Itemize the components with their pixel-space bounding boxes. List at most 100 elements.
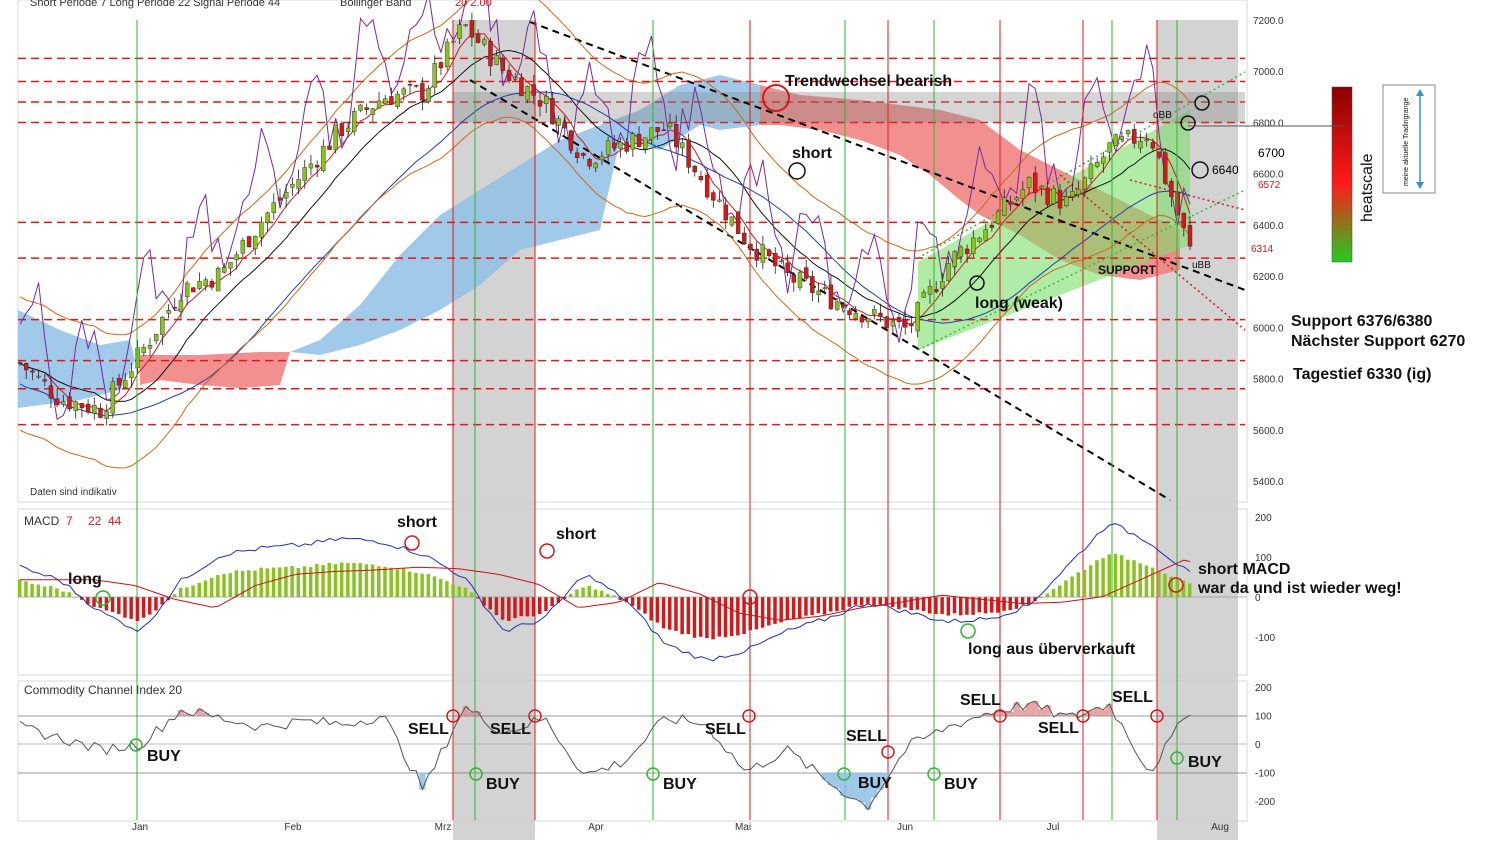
candle-body [915, 302, 920, 332]
candle-body [1107, 142, 1112, 153]
candle-body [1175, 191, 1180, 216]
macd-bar [259, 567, 263, 597]
candle-body [1039, 186, 1044, 189]
candle-body [203, 279, 208, 286]
macd-bar [791, 597, 796, 620]
candle-body [1014, 197, 1019, 201]
candle-body [1002, 197, 1007, 216]
macd-bar [952, 597, 957, 614]
macd-bar [921, 597, 926, 612]
candle-body [48, 385, 54, 399]
macd-bar [971, 597, 975, 615]
candle-body [1088, 163, 1094, 179]
candle-body [958, 246, 964, 257]
candle-body [810, 276, 815, 293]
candle-body [519, 77, 524, 97]
candle-body [760, 244, 766, 263]
candle-body [692, 165, 697, 173]
macd-bar [191, 585, 195, 597]
candle-body [686, 139, 691, 168]
signal-circle [969, 275, 985, 291]
candle-body [215, 268, 221, 292]
macd-bar [321, 565, 325, 597]
candle-body [927, 286, 933, 295]
candle-body [735, 211, 741, 234]
candle-body [166, 310, 171, 314]
annotation-trendwechsel: Trendwechsel bearish [785, 73, 952, 90]
macd-bar [457, 586, 462, 597]
bb-label: Bollinger Band [340, 0, 412, 9]
price-tick: 7000.0 [1253, 67, 1284, 78]
cci-tick: -100 [1255, 769, 1275, 780]
macd-bar [370, 564, 375, 597]
candle-body [828, 284, 834, 310]
trend-lines [469, 21, 1246, 501]
candle-body [785, 262, 790, 273]
candle-body [1070, 191, 1075, 197]
macd-bar [352, 562, 356, 597]
macd-bar [135, 597, 140, 622]
candle-body [500, 58, 506, 71]
macd-bar [630, 597, 635, 606]
macd-tick: 200 [1255, 513, 1272, 524]
candle-body [859, 316, 865, 323]
cci-tick: 200 [1255, 683, 1272, 694]
candle-body [667, 122, 673, 127]
macd-bar [1002, 597, 1006, 611]
macd-bar [1076, 572, 1081, 597]
candle-body [1156, 151, 1162, 158]
macd-bar [946, 597, 951, 616]
candle-body [605, 140, 611, 155]
macd-bar [234, 570, 239, 597]
candle-body [624, 141, 629, 152]
macd-bar [358, 563, 362, 597]
candle-body [661, 129, 667, 132]
candle-body [17, 362, 23, 364]
candle-body [543, 96, 549, 104]
cci-sell-label: SELL [1112, 689, 1153, 706]
candle-body [444, 41, 450, 68]
annotation-tagestief: Tagestief 6330 (ig) [1293, 366, 1431, 383]
candle-body [85, 403, 91, 413]
macd-bar [872, 597, 876, 606]
macd-bar [1150, 567, 1155, 597]
cci-buy-label: BUY [486, 776, 520, 793]
candle-body [630, 133, 636, 150]
signal-circle [1150, 709, 1164, 723]
bullish-channel [918, 110, 1190, 350]
macd-bar [36, 584, 41, 597]
candle-body [1119, 136, 1125, 140]
month-label: Mrz [435, 822, 452, 833]
macd-bar [265, 568, 270, 597]
candle-body [680, 142, 685, 149]
price-tick: 5800.0 [1253, 375, 1284, 386]
candle-body [537, 100, 543, 107]
candle-body [283, 192, 289, 199]
macd-bar [302, 566, 307, 597]
candle-body [1187, 225, 1193, 247]
macd-bar [513, 597, 517, 619]
candle-body [878, 312, 883, 317]
signal-circle [539, 543, 555, 559]
macd-bar [711, 597, 715, 640]
macd-bar [141, 597, 146, 618]
candle-body [562, 122, 567, 129]
macd-bar [160, 597, 164, 605]
macd-p3: 44 [108, 514, 122, 528]
annotation-macd-short2: short [556, 526, 597, 543]
signal-circle [881, 745, 895, 759]
macd-bar [729, 597, 734, 637]
macd-bar [754, 597, 759, 630]
candle-body [352, 110, 357, 132]
y-axis-ticks: 7200.0 7000.0 6800.0 6600.0 6400.0 6200.0 6000… [1253, 16, 1284, 808]
macd-bar [767, 597, 771, 626]
candle-body [729, 216, 735, 226]
macd-bar [562, 597, 567, 599]
candle-body [308, 163, 314, 169]
annotation-obb: oBB [1153, 110, 1172, 121]
month-label: Aug [1211, 822, 1229, 833]
candle-body [358, 104, 363, 111]
candle-body [135, 347, 140, 369]
candle-body [321, 145, 326, 171]
